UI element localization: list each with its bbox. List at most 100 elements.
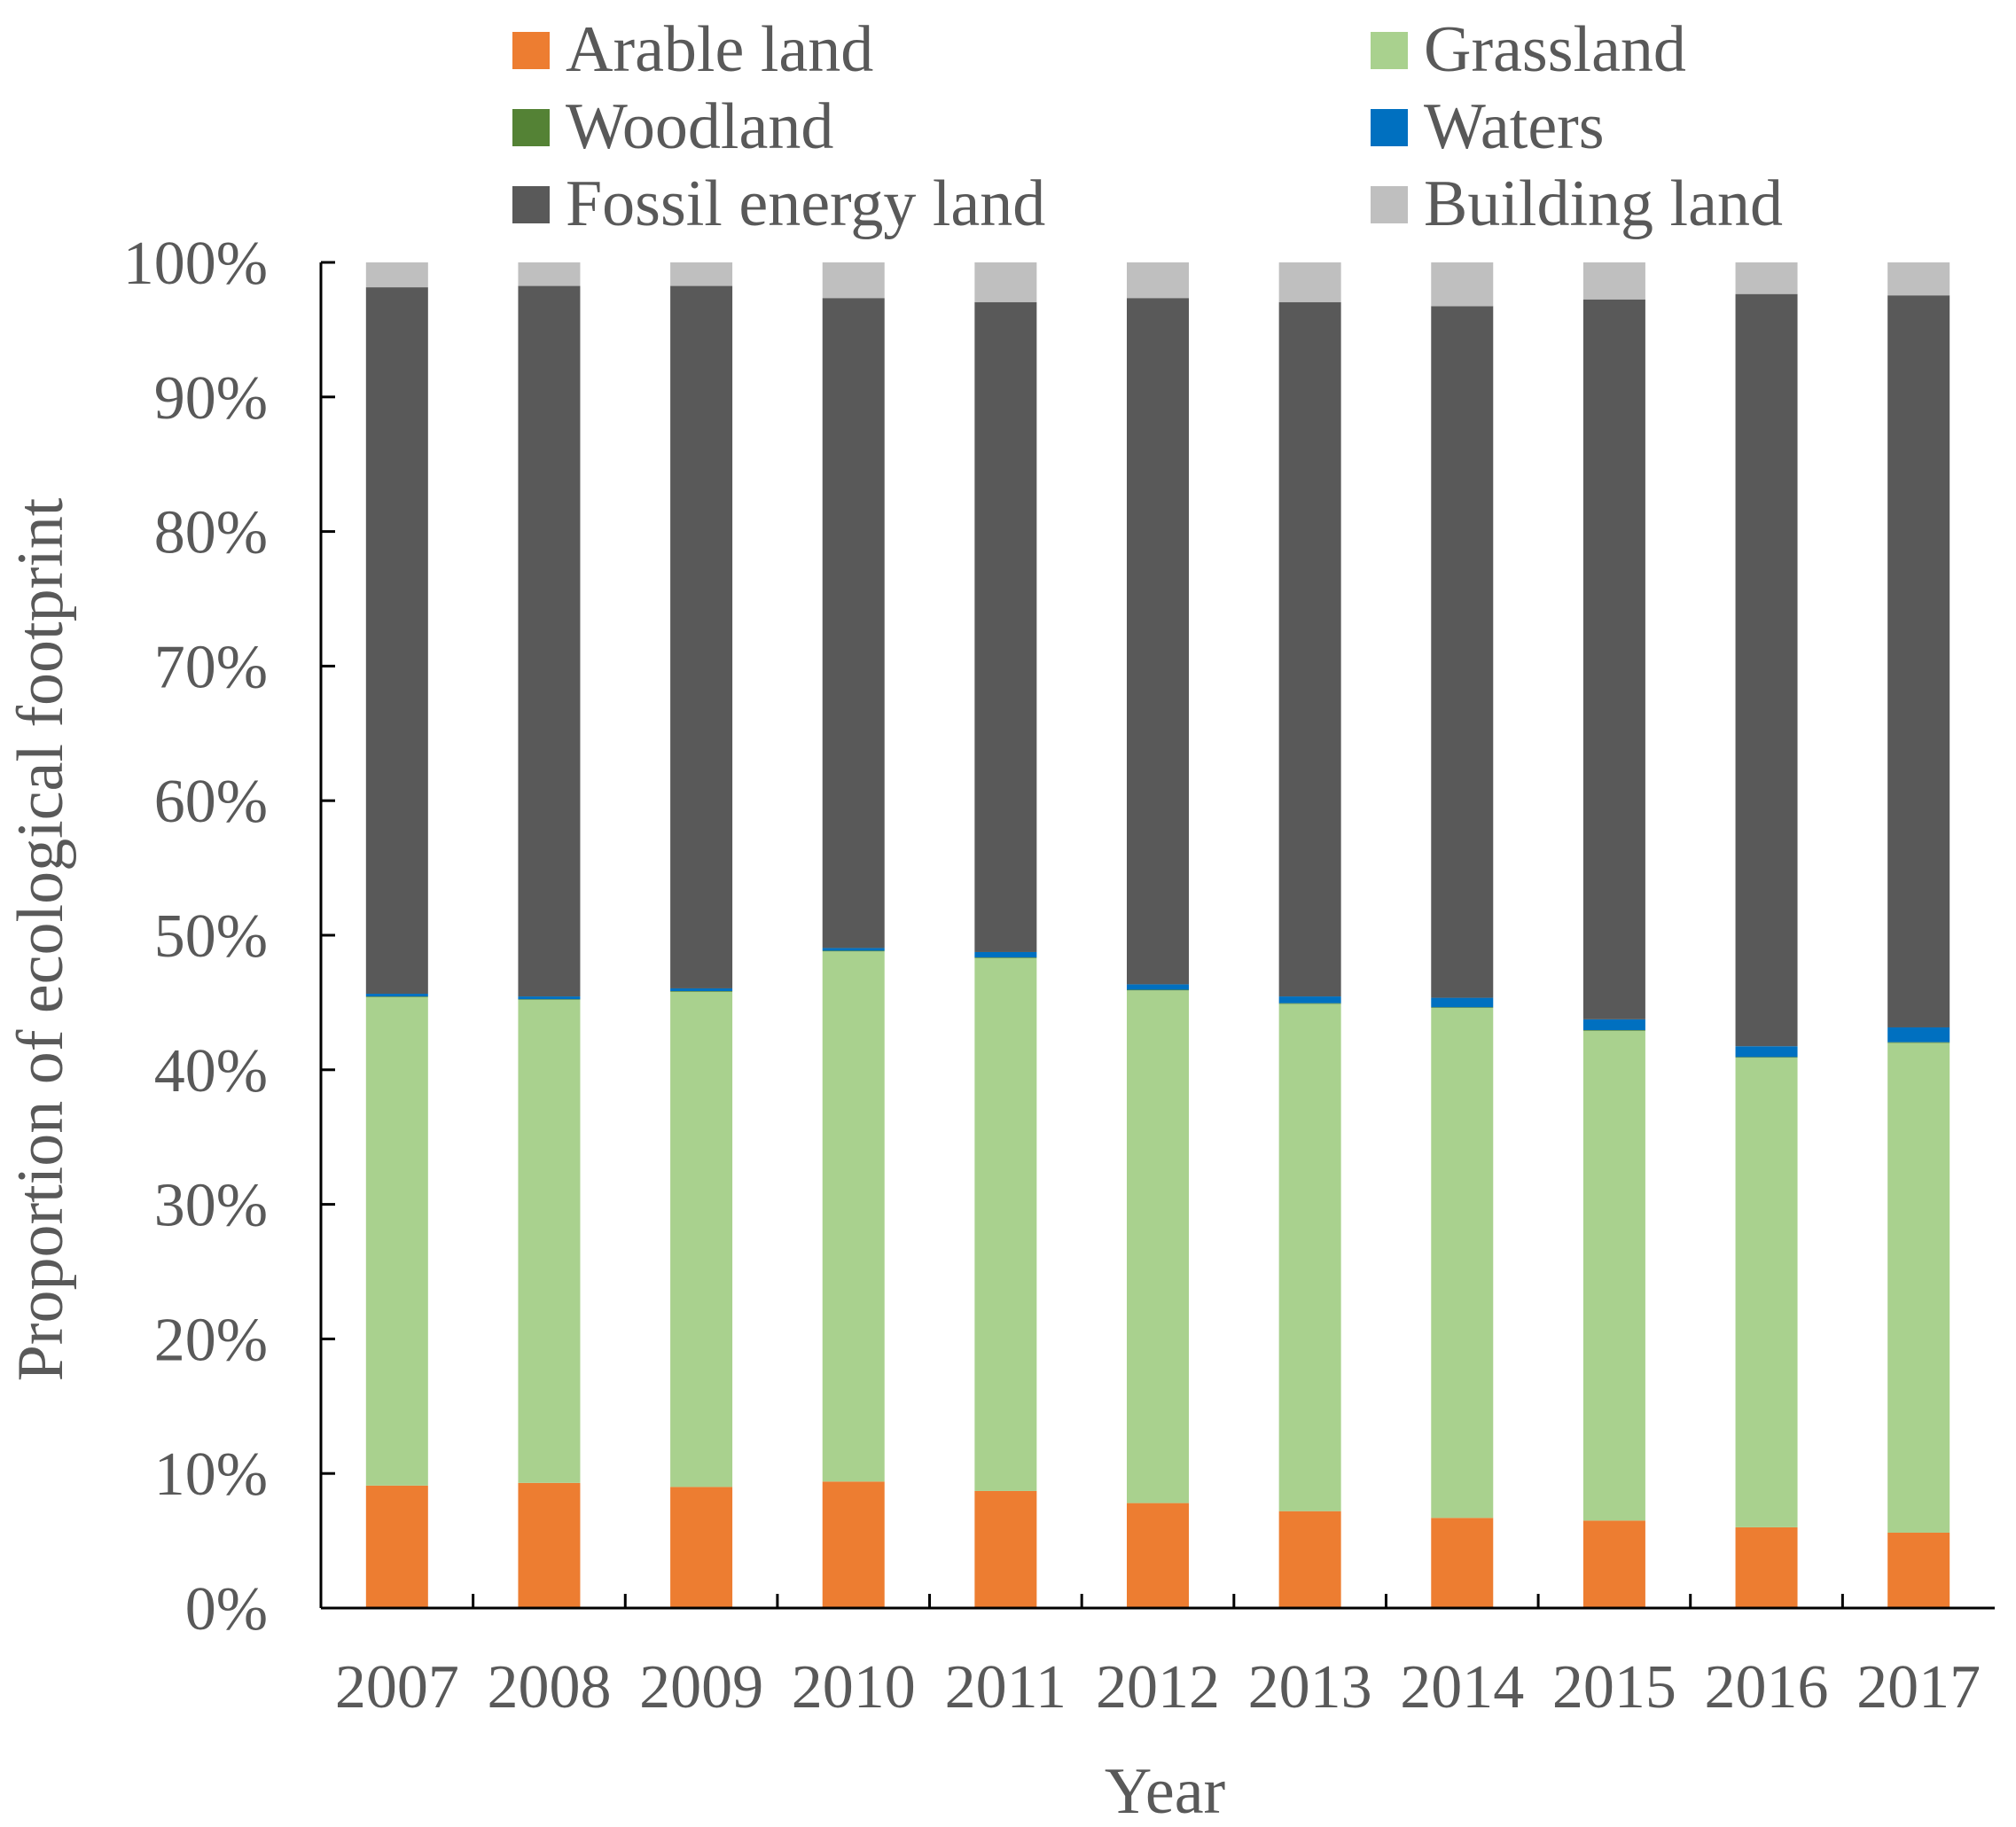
bar-fossil-energy-land-2014 xyxy=(1431,306,1494,998)
bar-fossil-energy-land-2010 xyxy=(822,298,885,949)
bar-waters-2009 xyxy=(670,988,733,991)
y-tick-label: 90% xyxy=(154,364,268,433)
x-tick-label: 2016 xyxy=(1705,1653,1829,1722)
bar-building-land-2011 xyxy=(974,262,1037,302)
bar-woodland-2007 xyxy=(365,996,428,997)
bar-waters-2013 xyxy=(1278,996,1341,1003)
legend-label-building-land: Building land xyxy=(1424,168,1783,240)
x-tick-label: 2009 xyxy=(639,1653,763,1722)
bar-building-land-2009 xyxy=(670,262,733,286)
bar-arable-land-2013 xyxy=(1278,1511,1341,1608)
bar-woodland-2014 xyxy=(1431,1007,1494,1008)
bar-building-land-2015 xyxy=(1582,262,1645,300)
legend-label-grassland: Grassland xyxy=(1424,13,1686,86)
bar-fossil-energy-land-2016 xyxy=(1735,293,1798,1047)
bar-building-land-2008 xyxy=(518,262,581,286)
bar-grassland-2011 xyxy=(974,957,1037,1491)
bar-arable-land-2016 xyxy=(1735,1526,1798,1608)
y-tick-label: 20% xyxy=(154,1306,268,1374)
legend-swatch-grassland xyxy=(1371,32,1408,69)
bar-grassland-2012 xyxy=(1127,990,1189,1503)
bar-waters-2014 xyxy=(1431,997,1494,1008)
y-tick-label: 40% xyxy=(154,1037,268,1105)
x-tick-label: 2017 xyxy=(1856,1653,1981,1722)
bar-grassland-2007 xyxy=(365,996,428,1486)
bar-arable-land-2017 xyxy=(1887,1532,1950,1608)
bar-waters-2010 xyxy=(822,948,885,951)
bar-fossil-energy-land-2017 xyxy=(1887,295,1950,1027)
bar-building-land-2012 xyxy=(1127,262,1189,299)
bar-grassland-2010 xyxy=(822,951,885,1482)
bar-fossil-energy-land-2013 xyxy=(1278,301,1341,997)
bar-arable-land-2014 xyxy=(1431,1518,1494,1608)
bar-fossil-energy-land-2009 xyxy=(670,285,733,988)
bar-arable-land-2008 xyxy=(518,1482,581,1608)
y-tick-label: 30% xyxy=(154,1172,268,1240)
bar-building-land-2013 xyxy=(1278,262,1341,302)
bar-fossil-energy-land-2007 xyxy=(365,287,428,995)
x-tick-label: 2014 xyxy=(1400,1653,1524,1722)
bar-woodland-2017 xyxy=(1887,1042,1950,1043)
bar-woodland-2008 xyxy=(518,999,581,1000)
bar-woodland-2015 xyxy=(1582,1030,1645,1031)
bar-arable-land-2011 xyxy=(974,1490,1037,1608)
bar-woodland-2012 xyxy=(1127,989,1189,991)
bar-waters-2017 xyxy=(1887,1027,1950,1042)
bar-stacks xyxy=(365,262,1950,1608)
bar-woodland-2016 xyxy=(1735,1057,1798,1058)
x-tick-label: 2007 xyxy=(335,1653,459,1722)
bar-fossil-energy-land-2015 xyxy=(1582,299,1645,1019)
bar-grassland-2008 xyxy=(518,999,581,1483)
y-tick-label: 70% xyxy=(154,633,268,701)
bar-grassland-2009 xyxy=(670,991,733,1487)
bar-arable-land-2012 xyxy=(1127,1503,1189,1608)
bar-grassland-2013 xyxy=(1278,1003,1341,1511)
x-tick-label: 2008 xyxy=(487,1653,611,1722)
y-tick-label: 0% xyxy=(185,1575,268,1644)
y-tick-label: 60% xyxy=(154,768,268,836)
bar-building-land-2007 xyxy=(365,262,428,288)
bar-fossil-energy-land-2011 xyxy=(974,301,1037,952)
bar-waters-2007 xyxy=(365,994,428,997)
x-tick-label: 2010 xyxy=(792,1653,916,1722)
legend-label-fossil-energy-land: Fossil energy land xyxy=(566,168,1045,240)
x-tick-label: 2013 xyxy=(1248,1653,1372,1722)
bar-building-land-2016 xyxy=(1735,262,1798,294)
bar-woodland-2010 xyxy=(822,950,885,952)
legend: Arable land Grassland Woodland Waters Fossil… xyxy=(512,13,1783,240)
bar-arable-land-2009 xyxy=(670,1487,733,1608)
x-tick-label: 2011 xyxy=(945,1653,1067,1722)
bar-building-land-2017 xyxy=(1887,262,1950,296)
x-axis-title: Year xyxy=(1105,1755,1225,1823)
legend-label-arable-land: Arable land xyxy=(566,13,873,86)
x-tick-label: 2015 xyxy=(1552,1653,1676,1722)
bar-woodland-2013 xyxy=(1278,1003,1341,1004)
bar-arable-land-2015 xyxy=(1582,1520,1645,1608)
legend-label-waters: Waters xyxy=(1424,90,1605,163)
bar-arable-land-2010 xyxy=(822,1481,885,1608)
bar-waters-2012 xyxy=(1127,984,1189,990)
y-tick-label: 10% xyxy=(154,1441,268,1509)
legend-swatch-woodland xyxy=(512,109,550,146)
bar-waters-2015 xyxy=(1582,1019,1645,1031)
bar-grassland-2014 xyxy=(1431,1007,1494,1519)
bar-building-land-2010 xyxy=(822,262,885,299)
legend-label-woodland: Woodland xyxy=(566,90,833,163)
bar-woodland-2011 xyxy=(974,957,1037,958)
y-tick-label: 50% xyxy=(154,902,268,971)
bar-fossil-energy-land-2012 xyxy=(1127,298,1189,985)
bar-woodland-2009 xyxy=(670,991,733,992)
bar-building-land-2014 xyxy=(1431,262,1494,307)
bar-waters-2016 xyxy=(1735,1046,1798,1058)
axes: 0% 10% 20% 30% 40% 50% 60% 70% 80% 90% 100% 2007 200… xyxy=(123,230,1995,1722)
bar-grassland-2016 xyxy=(1735,1058,1798,1527)
bar-grassland-2017 xyxy=(1887,1042,1950,1533)
bar-arable-land-2007 xyxy=(365,1485,428,1608)
legend-swatch-arable-land xyxy=(512,32,550,69)
y-tick-label: 100% xyxy=(123,230,268,298)
bar-waters-2008 xyxy=(518,996,581,1000)
bar-grassland-2015 xyxy=(1582,1030,1645,1521)
y-axis-title: Proportion of ecological footprint xyxy=(4,497,77,1381)
